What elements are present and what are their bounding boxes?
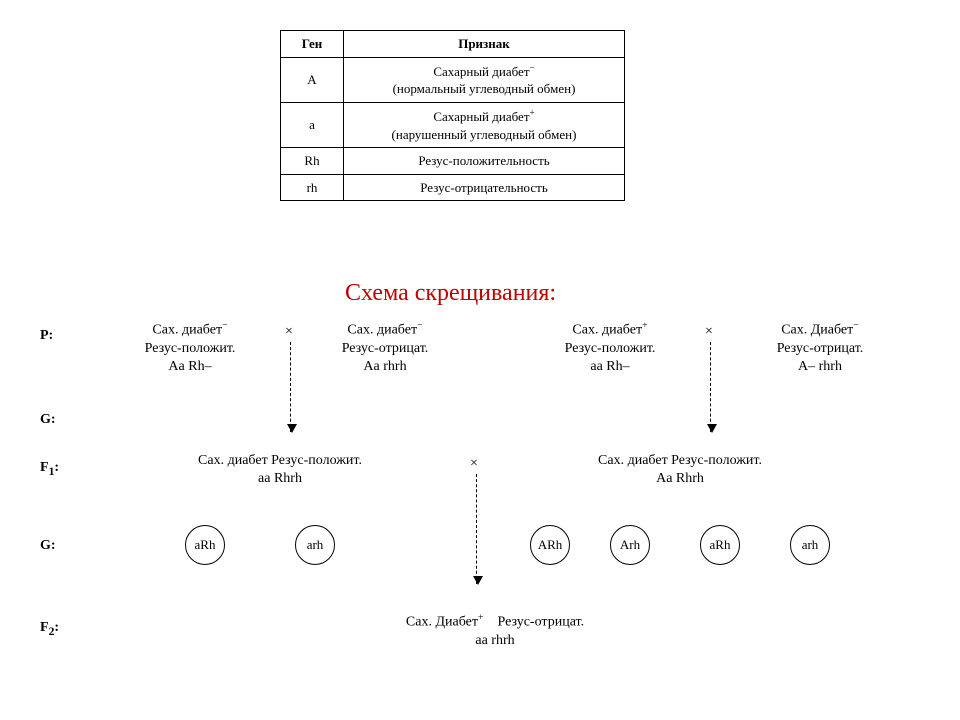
phenotype-line: Сах. диабет− <box>100 320 280 340</box>
gamete-circle: arh <box>790 525 830 565</box>
row-label-f2: F2: <box>40 620 59 638</box>
trait-line2: (нарушенный углеводный обмен) <box>392 127 577 142</box>
f1-left: Сах. диабет Резус-положит. aa Rhrh <box>130 452 430 488</box>
cross-symbol: × <box>285 324 293 340</box>
gamete-label: arh <box>802 537 819 553</box>
cross-symbol: × <box>470 456 478 472</box>
table-row: A Сахарный диабет− (нормальный углеводны… <box>281 57 625 102</box>
phenotype-line: Резус-положит. <box>520 340 700 358</box>
gamete-label: ARh <box>538 537 563 553</box>
phenotype-line: Сах. Диабет− <box>730 320 910 340</box>
gene-cell: rh <box>281 174 344 201</box>
gamete-circle: ARh <box>530 525 570 565</box>
phenotype-line: Сах. диабет+ <box>520 320 700 340</box>
parent-left-2: Сах. диабет− Резус-отрицат. Aa rhrh <box>295 320 475 376</box>
phenotype-line: Сах. диабет Резус-положит. <box>530 452 830 470</box>
parent-left-1: Сах. диабет− Резус-положит. Aa Rh– <box>100 320 280 376</box>
f2-result: Сах. Диабет+ Резус-отрицат. aa rhrh <box>325 612 665 650</box>
row-label-g: G: <box>40 412 56 428</box>
genotype-line: aa Rhrh <box>130 470 430 488</box>
crossing-diagram: P: G: F1: G: F2: Сах. диабет− Резус-поло… <box>40 320 920 670</box>
f1-right: Сах. диабет Резус-положит. Aa Rhrh <box>530 452 830 488</box>
gamete-label: aRh <box>195 537 216 553</box>
gene-cell: a <box>281 102 344 147</box>
table-header-trait: Признак <box>344 31 625 58</box>
row-label-f1: F1: <box>40 460 59 478</box>
trait-cell: Резус-отрицательность <box>344 174 625 201</box>
arrow-down-icon <box>710 342 711 432</box>
phenotype-line: Сах. диабет− <box>295 320 475 340</box>
parent-right-2: Сах. Диабет− Резус-отрицат. A– rhrh <box>730 320 910 376</box>
row-label-p: P: <box>40 328 53 344</box>
gamete-label: arh <box>307 537 324 553</box>
trait-cell: Сахарный диабет− (нормальный углеводный … <box>344 57 625 102</box>
genotype-line: aa Rh– <box>520 358 700 376</box>
trait-cell: Резус-положительность <box>344 148 625 175</box>
table-row: a Сахарный диабет+ (нарушенный углеводны… <box>281 102 625 147</box>
arrow-down-icon <box>290 342 291 432</box>
trait-line1: Сахарный диабет− <box>433 64 534 79</box>
trait-line2: (нормальный углеводный обмен) <box>393 81 576 96</box>
gamete-label: Arh <box>620 537 640 553</box>
genotype-line: A– rhrh <box>730 358 910 376</box>
table-header-gene: Ген <box>281 31 344 58</box>
gene-cell: A <box>281 57 344 102</box>
gamete-circle: aRh <box>700 525 740 565</box>
phenotype-line: Резус-отрицат. <box>730 340 910 358</box>
gamete-circle: Arh <box>610 525 650 565</box>
phenotype-line: Сах. Диабет+ Резус-отрицат. <box>325 612 665 632</box>
cross-symbol: × <box>705 324 713 340</box>
gamete-label: aRh <box>710 537 731 553</box>
phenotype-line: Резус-отрицат. <box>295 340 475 358</box>
gene-cell: Rh <box>281 148 344 175</box>
gene-trait-table: Ген Признак A Сахарный диабет− (нормальн… <box>280 30 625 201</box>
table-row: Rh Резус-положительность <box>281 148 625 175</box>
genotype-line: Aa Rhrh <box>530 470 830 488</box>
phenotype-line: Резус-положит. <box>100 340 280 358</box>
gamete-circle: aRh <box>185 525 225 565</box>
phenotype-line: Сах. диабет Резус-положит. <box>130 452 430 470</box>
diagram-title: Схема скрещивания: <box>345 280 556 307</box>
trait-cell: Сахарный диабет+ (нарушенный углеводный … <box>344 102 625 147</box>
parent-right-1: Сах. диабет+ Резус-положит. aa Rh– <box>520 320 700 376</box>
table-row: rh Резус-отрицательность <box>281 174 625 201</box>
row-label-g2: G: <box>40 538 56 554</box>
genotype-line: Aa rhrh <box>295 358 475 376</box>
arrow-down-icon <box>476 474 477 584</box>
gamete-circle: arh <box>295 525 335 565</box>
trait-line1: Сахарный диабет+ <box>433 109 534 124</box>
genotype-line: Aa Rh– <box>100 358 280 376</box>
genotype-line: aa rhrh <box>325 632 665 650</box>
